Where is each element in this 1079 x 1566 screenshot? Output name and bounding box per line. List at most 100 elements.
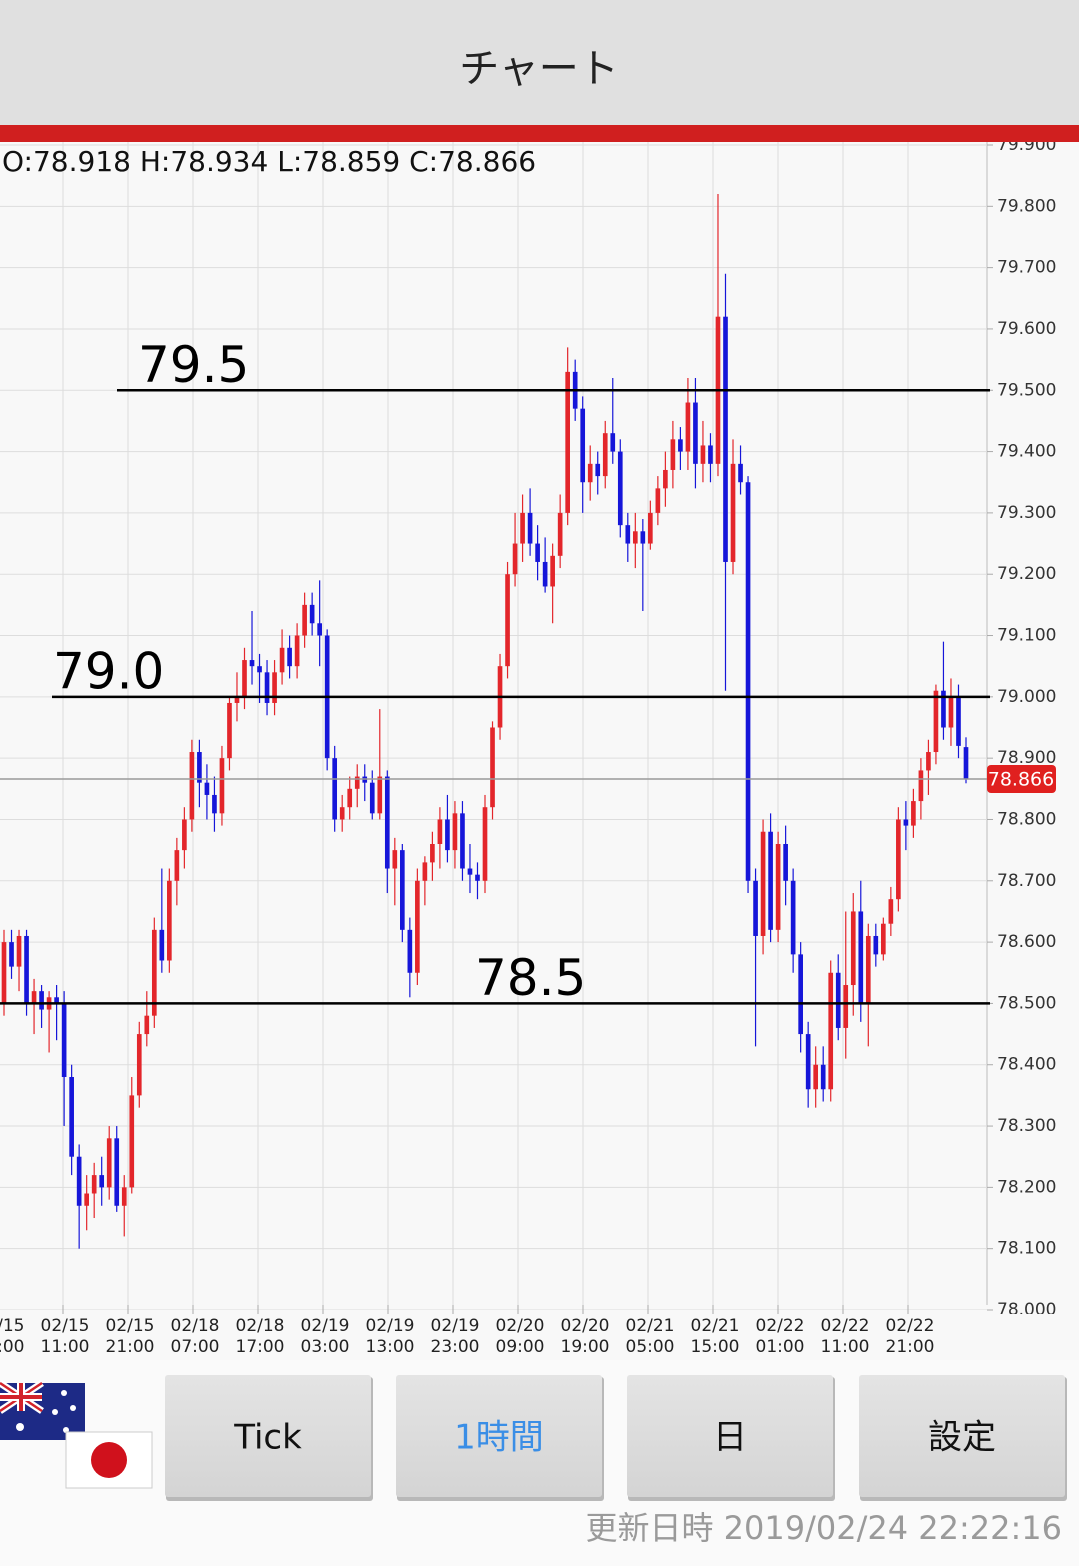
candle-body <box>197 752 202 783</box>
candle-body <box>339 807 345 820</box>
candle-body <box>347 788 353 808</box>
candle-body <box>730 463 736 562</box>
candle-body <box>159 929 165 961</box>
button-bg[interactable] <box>859 1375 1065 1497</box>
candle-body <box>16 935 22 967</box>
candle-body <box>783 844 788 881</box>
candle-body <box>858 911 864 1004</box>
x-tick-date: 02/21 <box>626 1316 675 1336</box>
candle-body <box>933 690 939 753</box>
button-bg[interactable] <box>165 1375 371 1497</box>
candle-body <box>249 660 255 667</box>
candle-body <box>535 543 540 562</box>
candle-body <box>76 1156 82 1206</box>
button-bg[interactable] <box>396 1375 602 1497</box>
candle-body <box>512 543 518 575</box>
y-tick-label: 78.300 <box>997 1116 1056 1136</box>
candle-body <box>309 604 315 624</box>
candle-body <box>264 672 270 703</box>
candle-body <box>617 451 623 526</box>
accent-bar <box>0 125 1079 142</box>
tab-button[interactable]: 日 <box>627 1375 835 1501</box>
candle-body <box>798 954 803 1035</box>
candle-body <box>700 445 706 464</box>
candle-body <box>460 813 465 869</box>
button-label[interactable]: Tick <box>233 1418 302 1458</box>
x-tick-date: 02/19 <box>366 1316 415 1336</box>
tab-button[interactable]: Tick <box>165 1375 373 1501</box>
candle-body <box>693 402 698 464</box>
candle-body <box>835 972 841 1028</box>
candle-body <box>557 512 563 556</box>
candle-body <box>167 880 172 961</box>
flag-australia <box>0 1380 85 1440</box>
flag-japan <box>65 1431 153 1489</box>
button-bg[interactable] <box>627 1375 833 1497</box>
x-tick-date: 02/20 <box>561 1316 610 1336</box>
button-label[interactable]: 日 <box>713 1418 747 1458</box>
candle-body <box>670 439 676 470</box>
candle-body <box>565 371 571 513</box>
ohlc-text: O:78.918 H:78.934 L:78.859 C:78.866 <box>2 145 536 178</box>
candle-body <box>136 1034 142 1096</box>
y-tick-label: 79.900 <box>997 135 1056 155</box>
horizontal-line-label: 79.0 <box>53 642 164 700</box>
candle-body <box>384 776 390 869</box>
candle-body <box>219 758 225 814</box>
candle-body <box>415 880 420 973</box>
candle-body <box>69 1077 74 1157</box>
candle-body <box>407 929 413 973</box>
candle-body <box>775 844 781 930</box>
candle-body <box>189 752 195 820</box>
x-tick-time: 03:00 <box>301 1337 350 1357</box>
candle-body <box>430 844 435 863</box>
tab-button[interactable]: 設定 <box>859 1375 1067 1501</box>
candle-body <box>632 531 638 544</box>
candle-body <box>610 433 616 452</box>
candle-body <box>640 531 646 544</box>
x-tick-time: 01:00 <box>0 1337 25 1357</box>
x-tick-time: 13:00 <box>366 1337 415 1357</box>
candle-body <box>602 433 608 477</box>
header-bar <box>0 0 1079 125</box>
x-tick-time: 09:00 <box>496 1337 545 1357</box>
x-tick-date: 02/22 <box>821 1316 870 1336</box>
candle-body <box>91 1175 97 1194</box>
candle-body <box>482 807 488 881</box>
header-title: チャート <box>459 46 619 92</box>
candle-body <box>753 880 758 936</box>
candle-body <box>114 1138 120 1206</box>
x-tick-time: 17:00 <box>236 1337 285 1357</box>
button-label[interactable]: 設定 <box>928 1418 996 1458</box>
x-tick-time: 01:00 <box>756 1337 805 1357</box>
x-tick-date: 02/21 <box>691 1316 740 1336</box>
candle-body <box>445 819 450 851</box>
candle-body <box>963 747 969 780</box>
y-tick-label: 79.800 <box>997 196 1056 216</box>
button-label[interactable]: 1時間 <box>454 1418 544 1458</box>
x-tick-time: 11:00 <box>41 1337 90 1357</box>
y-tick-label: 78.000 <box>997 1300 1056 1320</box>
candle-body <box>738 463 743 483</box>
candle-body <box>956 696 961 746</box>
candle-body <box>723 316 728 562</box>
candle-body <box>745 482 751 881</box>
candle-body <box>279 647 285 673</box>
candle-body <box>685 402 691 452</box>
candle-body <box>850 911 856 986</box>
candle-body <box>227 702 232 759</box>
candle-body <box>896 819 901 900</box>
candle-body <box>99 1175 105 1188</box>
y-tick-label: 78.100 <box>997 1239 1056 1259</box>
candle-body <box>903 819 909 826</box>
tab-button[interactable]: 1時間 <box>396 1375 604 1501</box>
candle-body <box>941 690 946 728</box>
candle-body <box>768 831 773 930</box>
candle-body <box>84 1193 90 1206</box>
candle-body <box>257 666 262 673</box>
candle-body <box>911 801 916 826</box>
x-tick-date: 02/22 <box>886 1316 935 1336</box>
candle-body <box>144 1015 150 1035</box>
